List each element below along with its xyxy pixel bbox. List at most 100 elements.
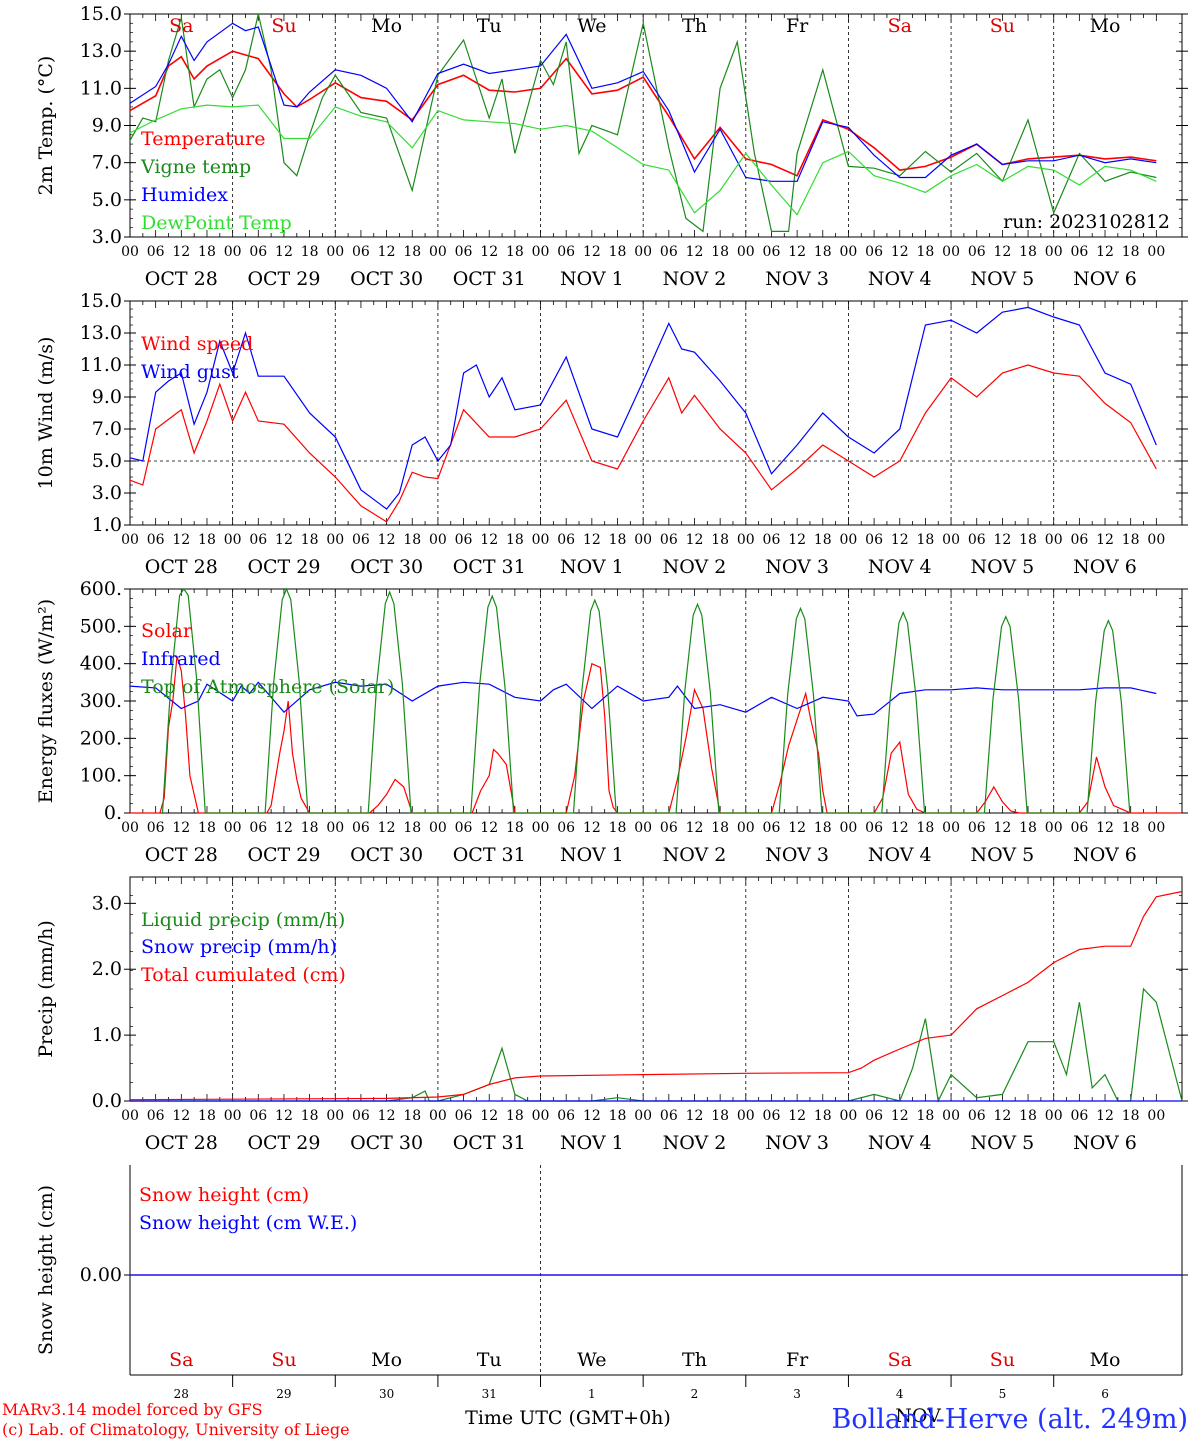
hour-label: 06 bbox=[557, 532, 575, 548]
day-name: Th bbox=[682, 15, 707, 37]
hour-label: 18 bbox=[403, 532, 421, 548]
hour-label: 18 bbox=[301, 532, 319, 548]
y-tick-label: 3.0 bbox=[92, 482, 122, 504]
hour-label: 00 bbox=[840, 532, 858, 548]
hour-label: 12 bbox=[275, 532, 293, 548]
hour-label: 00 bbox=[942, 1108, 960, 1124]
y-tick-label: 400. bbox=[80, 653, 122, 675]
hour-label: 12 bbox=[891, 820, 909, 836]
hour-label: 00 bbox=[429, 532, 447, 548]
hour-label: 12 bbox=[686, 244, 704, 260]
hour-label: 12 bbox=[788, 1108, 806, 1124]
hour-label: 12 bbox=[788, 820, 806, 836]
hour-label: 18 bbox=[1122, 1108, 1140, 1124]
hour-label: 12 bbox=[172, 532, 190, 548]
hour-label: 00 bbox=[840, 820, 858, 836]
series-line bbox=[129, 306, 1157, 510]
day-name: Fr bbox=[786, 1349, 809, 1371]
hour-label: 00 bbox=[634, 532, 652, 548]
day-name: Sa bbox=[169, 1349, 193, 1371]
date-label: NOV 2 bbox=[663, 268, 727, 290]
series-line bbox=[130, 987, 1183, 1103]
hour-label: 06 bbox=[249, 820, 267, 836]
hour-label: 18 bbox=[711, 1108, 729, 1124]
hour-label: 12 bbox=[480, 244, 498, 260]
y-axis-label: Energy fluxes (W/m²) bbox=[35, 599, 57, 803]
date-label: NOV 5 bbox=[971, 1132, 1035, 1154]
hour-label: 12 bbox=[583, 244, 601, 260]
hour-label: 18 bbox=[1122, 820, 1140, 836]
day-number: 2 bbox=[691, 1387, 699, 1401]
y-tick-label: 0.00 bbox=[80, 1264, 122, 1286]
y-tick-label: 5.0 bbox=[92, 450, 122, 472]
hour-label: 18 bbox=[1122, 532, 1140, 548]
day-name: Su bbox=[271, 1349, 296, 1371]
hour-label: 12 bbox=[378, 820, 396, 836]
hour-label: 06 bbox=[968, 1108, 986, 1124]
day-number: 31 bbox=[482, 1387, 497, 1401]
hour-label: 00 bbox=[840, 244, 858, 260]
hour-label: 18 bbox=[301, 820, 319, 836]
series-line bbox=[129, 890, 1183, 1101]
legend-label: Top of Atmosphere (Solar) bbox=[141, 676, 394, 698]
date-label: NOV 6 bbox=[1073, 268, 1137, 290]
series-line bbox=[161, 587, 1131, 814]
day-number: 5 bbox=[999, 1387, 1007, 1401]
day-name: We bbox=[577, 1349, 606, 1371]
y-tick-label: 0.0 bbox=[92, 1090, 122, 1112]
hour-label: 18 bbox=[1019, 244, 1037, 260]
hour-label: 12 bbox=[686, 820, 704, 836]
hour-label: 00 bbox=[429, 820, 447, 836]
y-tick-label: 15.0 bbox=[80, 3, 122, 25]
hour-label: 00 bbox=[532, 820, 550, 836]
hour-label: 00 bbox=[326, 244, 344, 260]
date-label: NOV 5 bbox=[971, 556, 1035, 578]
day-number: 28 bbox=[174, 1387, 189, 1401]
date-label: NOV 6 bbox=[1073, 1132, 1137, 1154]
legend-label: Infrared bbox=[141, 648, 221, 670]
hour-label: 06 bbox=[455, 532, 473, 548]
hour-label: 00 bbox=[224, 244, 242, 260]
hour-label: 06 bbox=[1070, 532, 1088, 548]
hour-label: 06 bbox=[1070, 244, 1088, 260]
hour-label: 00 bbox=[224, 1108, 242, 1124]
date-label: OCT 30 bbox=[350, 268, 423, 290]
date-label: OCT 29 bbox=[247, 268, 320, 290]
day-number: 6 bbox=[1101, 1387, 1109, 1401]
y-tick-label: 3.0 bbox=[92, 226, 122, 248]
date-label: OCT 31 bbox=[453, 556, 526, 578]
hour-label: 00 bbox=[121, 820, 139, 836]
hour-label: 00 bbox=[1045, 244, 1063, 260]
date-label: NOV 1 bbox=[560, 1132, 624, 1154]
date-label: NOV 3 bbox=[765, 1132, 829, 1154]
hour-label: 12 bbox=[275, 1108, 293, 1124]
hour-label: 06 bbox=[763, 820, 781, 836]
date-label: NOV 4 bbox=[868, 556, 932, 578]
day-name: Th bbox=[682, 1349, 707, 1371]
hour-label: 18 bbox=[198, 532, 216, 548]
hour-label: 00 bbox=[942, 244, 960, 260]
hour-label: 06 bbox=[249, 244, 267, 260]
y-axis-label: Precip (mm/h) bbox=[35, 920, 57, 1058]
hour-label: 18 bbox=[609, 244, 627, 260]
day-name: Sa bbox=[169, 15, 193, 37]
date-label: NOV 2 bbox=[663, 1132, 727, 1154]
y-tick-label: 300. bbox=[80, 690, 122, 712]
hour-label: 12 bbox=[1096, 244, 1114, 260]
hour-label: 18 bbox=[403, 1108, 421, 1124]
y-tick-label: 1.0 bbox=[92, 1024, 122, 1046]
y-tick-label: 9.0 bbox=[92, 115, 122, 137]
hour-label: 12 bbox=[993, 532, 1011, 548]
hour-label: 18 bbox=[711, 532, 729, 548]
hour-label: 06 bbox=[147, 1108, 165, 1124]
hour-label: 00 bbox=[634, 1108, 652, 1124]
series-line bbox=[129, 364, 1157, 523]
hour-label: 06 bbox=[660, 244, 678, 260]
hour-label: 12 bbox=[891, 244, 909, 260]
legend-label: Solar bbox=[141, 620, 193, 642]
date-label: OCT 29 bbox=[247, 556, 320, 578]
y-axis-label: 10m Wind (m/s) bbox=[35, 337, 57, 490]
hour-label: 18 bbox=[198, 244, 216, 260]
hour-label: 06 bbox=[352, 1108, 370, 1124]
